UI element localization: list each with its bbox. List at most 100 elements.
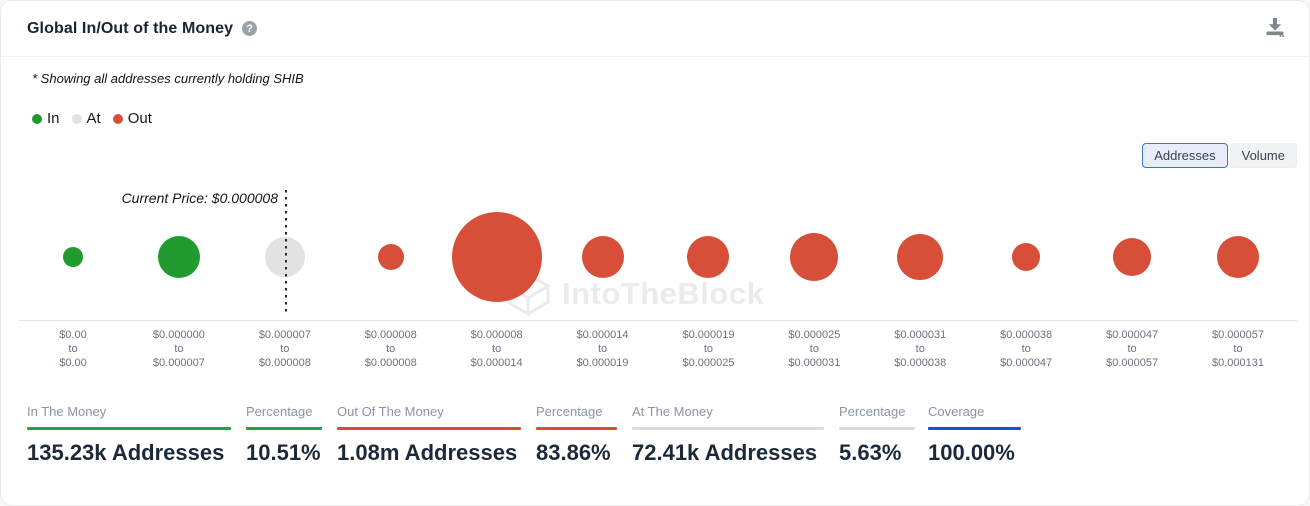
x-axis-tick-label: $0.000007 to $0.000008 xyxy=(231,328,339,370)
bubble-in[interactable] xyxy=(63,247,83,267)
x-axis-tick-line: to xyxy=(809,343,819,355)
x-axis-line xyxy=(19,320,1297,321)
legend-label: In xyxy=(47,110,60,127)
download-button[interactable] xyxy=(1261,15,1289,42)
help-icon[interactable]: ? xyxy=(242,21,258,36)
x-axis-tick-line: to xyxy=(386,343,396,355)
stat-percentage-1: Percentage 10.51% xyxy=(246,404,322,466)
x-axis-tick-line: $0.000038 xyxy=(894,357,947,369)
legend-label: At xyxy=(86,110,101,127)
legend-item-at[interactable]: At xyxy=(71,110,101,127)
view-toggle: Addresses Volume xyxy=(1142,143,1297,168)
x-axis-tick-line: $0.000008 xyxy=(364,357,417,369)
stat-label: Coverage xyxy=(928,404,985,419)
stat-accent-rule xyxy=(632,427,824,430)
bubble-out[interactable] xyxy=(687,236,730,278)
stat-coverage: Coverage 100.00% xyxy=(928,404,1021,466)
x-axis-tick-line: to xyxy=(1233,343,1243,355)
x-axis-tick-line: to xyxy=(915,343,925,355)
holdings-note: * Showing all addresses currently holdin… xyxy=(32,71,304,86)
stat-accent-rule xyxy=(536,427,617,430)
bubble-out[interactable] xyxy=(1113,238,1152,276)
stat-percentage-3: Percentage 83.86% xyxy=(536,404,617,466)
stat-value: 72.41k Addresses xyxy=(632,440,818,465)
x-axis-tick-line: $0.000031 xyxy=(788,357,841,369)
watermark: IntoTheBlock xyxy=(504,270,764,318)
stat-label: Out Of The Money xyxy=(337,404,444,419)
bubble-out[interactable] xyxy=(790,233,839,281)
x-axis-tick-label: $0.000057 to $0.000131 xyxy=(1184,328,1292,370)
x-axis-tick-line: $0.000038 xyxy=(1000,329,1053,341)
x-axis-tick-line: to xyxy=(597,343,608,355)
current-price-line xyxy=(285,190,287,313)
x-axis-tick-label: $0.000008 to $0.000014 xyxy=(443,328,551,370)
stat-value: 83.86% xyxy=(536,440,611,465)
x-axis-tick-line: $0.000007 xyxy=(152,357,205,369)
stat-accent-rule xyxy=(928,427,1021,430)
stat-value: 10.51% xyxy=(246,440,321,465)
x-axis-tick-line: $0.000014 xyxy=(576,329,629,341)
bubble-at[interactable] xyxy=(264,237,305,277)
x-axis-tick-label: $0.000047 to $0.000057 xyxy=(1078,328,1186,370)
x-axis-tick-line: to xyxy=(492,343,502,355)
toggle-volume-button[interactable]: Volume xyxy=(1229,143,1297,168)
stat-at-the-money: At The Money 72.41k Addresses xyxy=(632,404,824,466)
bubble-out[interactable] xyxy=(897,234,944,280)
widget-header: Global In/Out of the Money ? xyxy=(1,1,1309,57)
stat-accent-rule xyxy=(337,427,521,430)
legend-item-in[interactable]: In xyxy=(32,110,60,127)
x-axis-tick-label: $0.000038 to $0.000047 xyxy=(972,328,1080,370)
bubble-out[interactable] xyxy=(581,236,624,278)
stat-value: 5.63% xyxy=(839,440,902,465)
stat-label: In The Money xyxy=(27,404,107,419)
stat-accent-rule xyxy=(839,427,915,430)
toggle-addresses-button[interactable]: Addresses xyxy=(1142,143,1228,168)
x-axis-tick-line: $0.000014 xyxy=(470,357,523,369)
bubble-out[interactable] xyxy=(1216,236,1259,278)
stat-value: 100.00% xyxy=(928,440,1015,465)
x-axis-tick-line: $0.000047 xyxy=(1000,357,1053,369)
x-axis-tick-line: $0.000019 xyxy=(576,357,629,369)
x-axis-tick-line: $0.000000 xyxy=(152,329,205,341)
legend-item-out[interactable]: Out xyxy=(112,110,152,127)
x-axis-tick-label: $0.000019 to $0.000025 xyxy=(654,328,762,370)
stat-percentage-5: Percentage 5.63% xyxy=(839,404,915,466)
stat-label: Percentage xyxy=(536,404,603,419)
x-axis-tick-line: to xyxy=(174,343,184,355)
watermark-text: IntoTheBlock xyxy=(562,276,765,311)
x-axis-tick-line: $0.000025 xyxy=(682,357,735,369)
x-axis-tick-line: to xyxy=(1127,343,1137,355)
x-axis-tick-line: $0.000007 xyxy=(258,329,311,341)
x-axis-tick-label: $0.000014 to $0.000019 xyxy=(549,328,657,370)
x-axis-tick-label: $0.000008 to $0.000008 xyxy=(337,328,445,370)
stat-out-of-the-money: Out Of The Money 1.08m Addresses xyxy=(337,404,521,466)
legend-label: Out xyxy=(127,110,152,127)
x-axis-tick-line: $0.000008 xyxy=(364,329,417,341)
stat-accent-rule xyxy=(27,427,231,430)
stat-in-the-money: In The Money 135.23k Addresses xyxy=(27,404,231,466)
stat-value: 1.08m Addresses xyxy=(337,440,518,465)
x-axis-tick-label: $0.000000 to $0.000007 xyxy=(125,328,233,370)
download-icon xyxy=(1266,18,1285,37)
legend-dot-icon xyxy=(32,113,42,124)
bubble-chart: Current Price: $0.000008 IntoTheBlock $0… xyxy=(1,131,1309,381)
x-axis-tick-label: $0.00 to $0.00 xyxy=(19,328,127,370)
legend-dot-icon xyxy=(71,113,82,124)
x-axis-tick-label: $0.000025 to $0.000031 xyxy=(760,328,868,370)
bubble-out[interactable] xyxy=(451,212,542,302)
x-axis-tick-line: $0.000057 xyxy=(1211,329,1264,341)
current-price-annotation: Current Price: $0.000008 xyxy=(121,190,278,206)
x-axis-tick-label: $0.000031 to $0.000038 xyxy=(866,328,974,370)
bubble-out[interactable] xyxy=(1012,243,1041,271)
stat-label: Percentage xyxy=(839,404,906,419)
x-axis-tick-line: to xyxy=(703,343,714,355)
summary-stats: In The Money 135.23k Addresses Percentage 1… xyxy=(1,404,1309,484)
legend-dot-icon xyxy=(112,113,123,124)
bubble-out[interactable] xyxy=(377,244,404,270)
stat-label: At The Money xyxy=(632,404,713,419)
bubble-in[interactable] xyxy=(157,236,200,278)
x-axis-tick-line: $0.000031 xyxy=(894,329,947,341)
x-axis-tick-line: $0.00 xyxy=(59,329,87,341)
x-axis-tick-line: $0.000008 xyxy=(470,329,523,341)
